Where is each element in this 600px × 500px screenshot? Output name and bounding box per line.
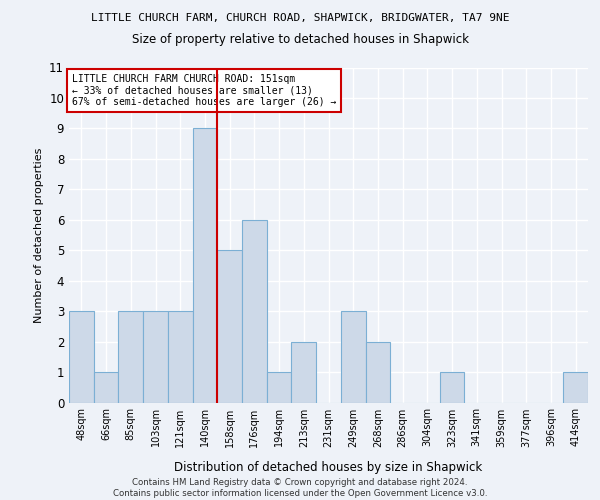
Bar	[341, 311, 365, 402]
Bar	[292, 342, 316, 402]
Bar	[193, 128, 217, 402]
Text: Size of property relative to detached houses in Shapwick: Size of property relative to detached ho…	[131, 32, 469, 46]
Bar	[143, 311, 168, 402]
Bar	[563, 372, 588, 402]
Y-axis label: Number of detached properties: Number of detached properties	[34, 148, 44, 322]
Bar	[242, 220, 267, 402]
Bar	[69, 311, 94, 402]
Bar	[365, 342, 390, 402]
Bar	[440, 372, 464, 402]
Text: LITTLE CHURCH FARM CHURCH ROAD: 151sqm
← 33% of detached houses are smaller (13): LITTLE CHURCH FARM CHURCH ROAD: 151sqm ←…	[71, 74, 336, 108]
Bar	[94, 372, 118, 402]
Bar	[168, 311, 193, 402]
Text: Contains HM Land Registry data © Crown copyright and database right 2024.
Contai: Contains HM Land Registry data © Crown c…	[113, 478, 487, 498]
Bar	[118, 311, 143, 402]
X-axis label: Distribution of detached houses by size in Shapwick: Distribution of detached houses by size …	[175, 460, 482, 473]
Text: LITTLE CHURCH FARM, CHURCH ROAD, SHAPWICK, BRIDGWATER, TA7 9NE: LITTLE CHURCH FARM, CHURCH ROAD, SHAPWIC…	[91, 12, 509, 22]
Bar	[267, 372, 292, 402]
Bar	[217, 250, 242, 402]
